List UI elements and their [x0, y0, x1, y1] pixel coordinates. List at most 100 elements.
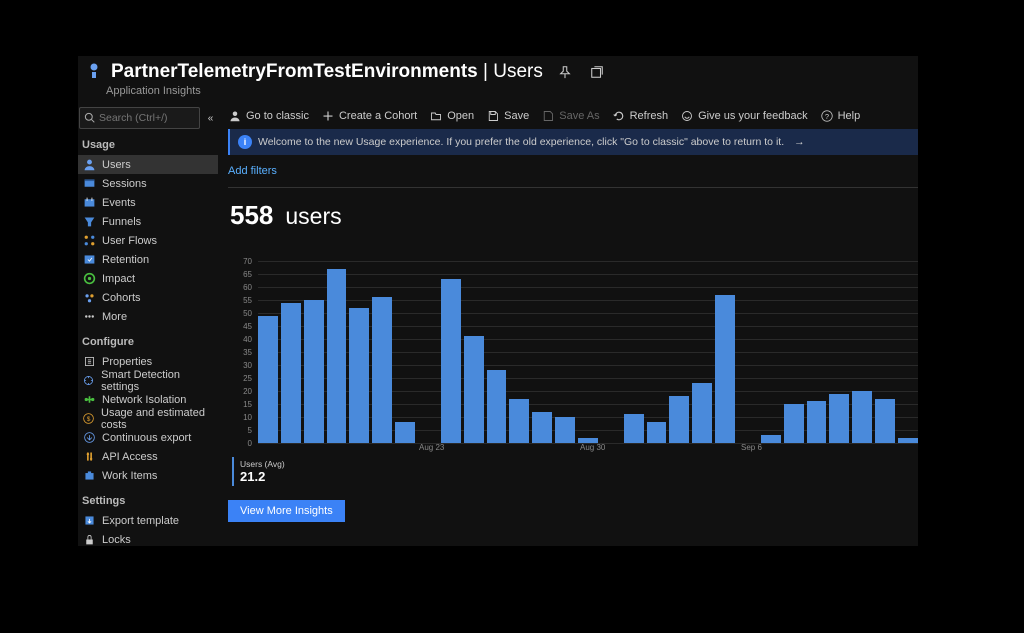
bar[interactable]: [784, 404, 804, 443]
sidebar-item-continuous-export[interactable]: Continuous export: [78, 428, 218, 447]
help-icon: ?: [820, 109, 834, 123]
pin-icon[interactable]: [555, 62, 575, 82]
bar[interactable]: [487, 370, 507, 443]
search-input[interactable]: [79, 107, 200, 129]
flows-icon: [82, 234, 96, 248]
section-usage: Usage: [78, 135, 218, 155]
create-cohort-button[interactable]: Create a Cohort: [321, 109, 417, 123]
info-banner: i Welcome to the new Usage experience. I…: [228, 129, 918, 155]
sidebar-item-label: Users: [102, 159, 131, 171]
y-tick: 20: [243, 387, 252, 396]
resource-type: Application Insights: [78, 85, 918, 97]
sidebar-item-label: Funnels: [102, 216, 141, 228]
bar[interactable]: [624, 414, 644, 443]
sidebar-item-locks[interactable]: Locks: [78, 530, 218, 546]
y-tick: 35: [243, 348, 252, 357]
events-icon: [82, 196, 96, 210]
sidebar-item-label: Continuous export: [102, 432, 191, 444]
sidebar-item-label: Export template: [102, 515, 179, 527]
bar[interactable]: [647, 422, 667, 443]
bar[interactable]: [829, 394, 849, 443]
toolbar: Go to classic Create a Cohort Open Save …: [228, 107, 918, 129]
smart-icon: [82, 374, 95, 388]
sidebar-item-events[interactable]: Events: [78, 193, 218, 212]
app-insights-icon: [83, 61, 105, 83]
sidebar-item-api-access[interactable]: API Access: [78, 447, 218, 466]
sidebar-item-retention[interactable]: Retention: [78, 250, 218, 269]
bar[interactable]: [349, 308, 369, 443]
sidebar-item-more[interactable]: More: [78, 307, 218, 326]
divider: [228, 187, 918, 188]
go-to-classic-button[interactable]: Go to classic: [228, 109, 309, 123]
x-label: Aug 23: [419, 443, 444, 452]
bar[interactable]: [692, 383, 712, 443]
open-button[interactable]: Open: [429, 109, 474, 123]
sidebar-item-label: Impact: [102, 273, 135, 285]
bar[interactable]: [372, 297, 392, 443]
svg-text:?: ?: [824, 112, 828, 121]
feedback-button[interactable]: Give us your feedback: [680, 109, 807, 123]
sidebar-item-work-items[interactable]: Work Items: [78, 466, 218, 485]
sidebar-item-users[interactable]: Users: [78, 155, 218, 174]
bar[interactable]: [327, 269, 347, 443]
bar[interactable]: [669, 396, 689, 443]
sidebar-item-impact[interactable]: Impact: [78, 269, 218, 288]
network-icon: [82, 393, 96, 407]
sidebar-item-usage-and-estimated-costs[interactable]: $Usage and estimated costs: [78, 409, 218, 428]
bar[interactable]: [715, 295, 735, 443]
y-tick: 50: [243, 309, 252, 318]
y-tick: 70: [243, 257, 252, 266]
arrow-icon[interactable]: →: [794, 136, 805, 148]
bar[interactable]: [464, 336, 484, 443]
collapse-sidebar-icon[interactable]: «: [204, 111, 217, 125]
sidebar-item-funnels[interactable]: Funnels: [78, 212, 218, 231]
chart-legend: Users (Avg) 21.2: [232, 457, 293, 486]
bar[interactable]: [281, 303, 301, 443]
exporttpl-icon: [82, 514, 96, 528]
sidebar-item-label: More: [102, 311, 127, 323]
help-button[interactable]: ?Help: [820, 109, 861, 123]
metric-header: 558 users: [228, 200, 918, 231]
x-label: Aug 30: [580, 443, 605, 452]
save-button[interactable]: Save: [486, 109, 529, 123]
bar[interactable]: [509, 399, 529, 443]
sidebar-item-smart-detection-settings[interactable]: Smart Detection settings: [78, 371, 218, 390]
popout-icon[interactable]: [587, 62, 607, 82]
impact-icon: [82, 272, 96, 286]
bar[interactable]: [852, 391, 872, 443]
view-more-button[interactable]: View More Insights: [228, 500, 345, 522]
costs-icon: $: [82, 412, 95, 426]
bar[interactable]: [395, 422, 415, 443]
sidebar-item-label: Sessions: [102, 178, 147, 190]
sidebar-item-label: Network Isolation: [102, 394, 186, 406]
sessions-icon: [82, 177, 96, 191]
bar[interactable]: [875, 399, 895, 443]
search-field[interactable]: [99, 112, 195, 124]
bar[interactable]: [532, 412, 552, 443]
sidebar-item-label: Events: [102, 197, 136, 209]
refresh-button[interactable]: Refresh: [612, 109, 669, 123]
sidebar-item-label: Work Items: [102, 470, 157, 482]
bar[interactable]: [441, 279, 461, 443]
bar[interactable]: [807, 401, 827, 443]
save-as-button: Save As: [541, 109, 599, 123]
retention-icon: [82, 253, 96, 267]
sidebar-item-sessions[interactable]: Sessions: [78, 174, 218, 193]
y-tick: 45: [243, 322, 252, 331]
sidebar-item-cohorts[interactable]: Cohorts: [78, 288, 218, 307]
search-icon: [84, 112, 95, 124]
sidebar-item-user-flows[interactable]: User Flows: [78, 231, 218, 250]
add-filters-link[interactable]: Add filters: [228, 163, 918, 187]
bar[interactable]: [761, 435, 781, 443]
export-icon: [82, 431, 96, 445]
page-title: PartnerTelemetryFromTestEnvironments | U…: [111, 61, 543, 83]
y-tick: 60: [243, 283, 252, 292]
bar[interactable]: [258, 316, 278, 443]
bar[interactable]: [555, 417, 575, 443]
svg-text:$: $: [87, 416, 91, 423]
bar[interactable]: [304, 300, 324, 443]
sidebar-item-export-template[interactable]: Export template: [78, 511, 218, 530]
y-tick: 40: [243, 335, 252, 344]
locks-icon: [82, 533, 96, 547]
sidebar-item-label: Smart Detection settings: [101, 369, 214, 393]
